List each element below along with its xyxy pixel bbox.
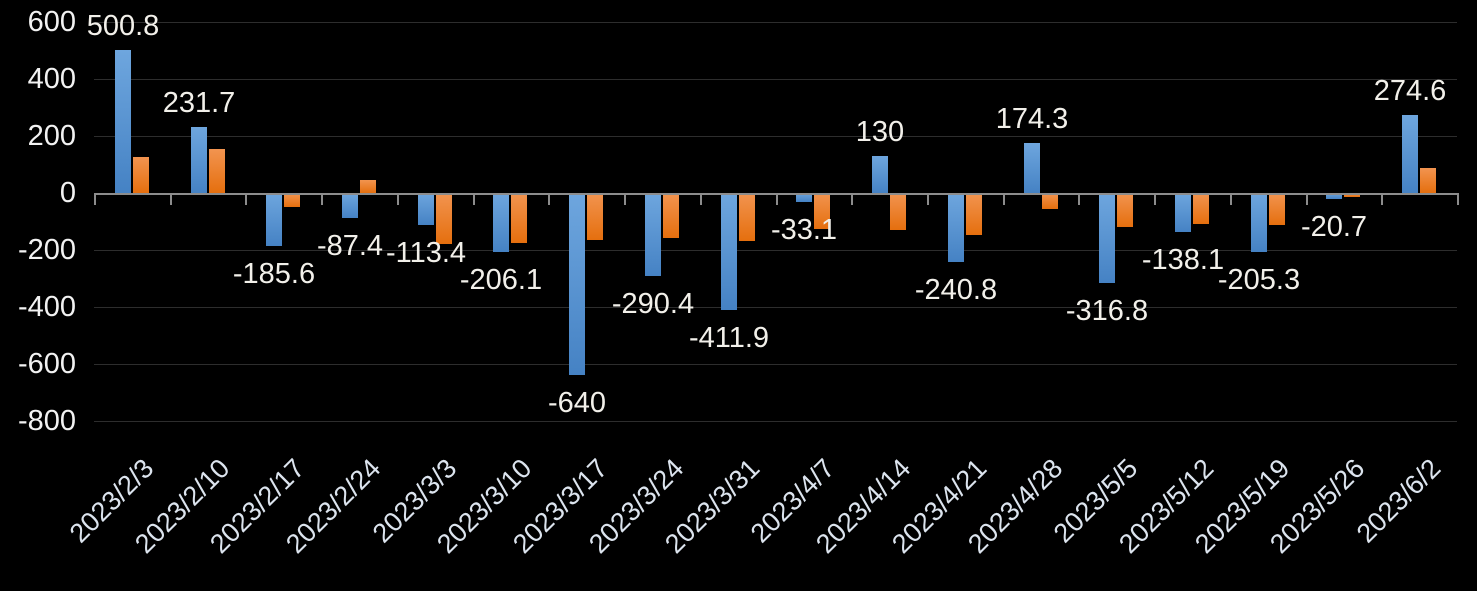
data-label-2023-5-26: -20.7 [1300,211,1368,243]
y-axis-label--400: -400 [17,291,76,323]
data-label-2023-3-24: -290.4 [611,288,695,320]
x-axis-tick-8 [700,193,702,205]
bar-orange-2023-3-31 [739,193,755,242]
x-axis-tick-18 [1457,193,1459,205]
y-axis-label--800: -800 [17,405,76,437]
data-label-2023-4-7: -33.1 [770,214,838,246]
gridline--800 [94,421,1457,422]
data-label-2023-5-5: -316.8 [1065,295,1149,327]
x-axis-tick-4 [397,193,399,205]
bar-blue-2023-4-7 [796,193,812,203]
bar-orange-2023-3-17 [587,193,603,240]
gridline-400 [94,79,1457,80]
x-axis-tick-6 [548,193,550,205]
bar-blue-2023-5-19 [1251,193,1267,252]
x-axis-tick-13 [1078,193,1080,205]
x-axis-tick-0 [94,193,96,205]
data-label-2023-2-24: -87.4 [316,230,384,262]
x-axis-tick-14 [1154,193,1156,205]
bar-orange-2023-2-24 [360,180,376,193]
gridline-600 [94,22,1457,23]
bar-orange-2023-4-14 [890,193,906,230]
data-label-2023-5-19: -205.3 [1217,264,1301,296]
bar-blue-2023-4-14 [872,155,888,193]
data-label-2023-6-2: 274.6 [1373,75,1447,107]
x-axis-tick-5 [473,193,475,205]
bar-blue-2023-3-10 [493,193,509,252]
y-axis-label--600: -600 [17,348,76,380]
x-axis-tick-11 [927,193,929,205]
x-axis-tick-17 [1381,193,1383,205]
bar-blue-2023-5-26 [1326,193,1342,199]
bar-blue-2023-2-24 [342,193,358,218]
bar-blue-2023-5-5 [1099,193,1115,284]
y-axis-label-200: 200 [27,120,76,152]
gridline-200 [94,136,1457,137]
y-axis-label--200: -200 [17,234,76,266]
bar-blue-2023-6-2 [1402,114,1418,193]
x-axis-tick-16 [1306,193,1308,205]
data-label-2023-3-17: -640 [547,387,607,419]
y-axis-label-600: 600 [27,6,76,38]
x-axis-tick-12 [1003,193,1005,205]
bar-blue-2023-4-28 [1024,143,1040,193]
bar-orange-2023-5-5 [1117,193,1133,227]
x-axis-tick-2 [245,193,247,205]
data-label-2023-4-21: -240.8 [914,274,998,306]
x-axis-tick-9 [776,193,778,205]
bar-blue-2023-3-24 [645,193,661,276]
bar-orange-2023-4-7 [814,193,830,229]
data-label-2023-3-31: -411.9 [688,322,770,354]
bar-blue-2023-2-10 [191,127,207,193]
bar-blue-2023-3-3 [418,193,434,226]
bar-orange-2023-4-21 [966,193,982,235]
bar-orange-2023-3-10 [511,193,527,244]
x-axis-tick-3 [321,193,323,205]
bar-blue-2023-5-12 [1175,193,1191,233]
bar-orange-2023-2-17 [284,193,300,208]
bar-blue-2023-2-17 [266,193,282,246]
data-label-2023-3-10: -206.1 [459,264,543,296]
bar-blue-2023-3-17 [569,193,585,376]
bar-blue-2023-3-31 [721,193,737,311]
bar-orange-2023-5-12 [1193,193,1209,224]
bar-orange-2023-2-10 [209,149,225,193]
x-axis-tick-1 [170,193,172,205]
bar-orange-2023-3-24 [663,193,679,238]
data-label-2023-3-3: -113.4 [385,237,467,269]
data-label-2023-4-28: 174.3 [995,103,1069,135]
bar-blue-2023-4-21 [948,193,964,262]
bar-blue-2023-2-3 [115,50,131,193]
data-label-2023-2-10: 231.7 [162,87,236,119]
data-label-2023-2-3: 500.8 [86,10,160,42]
data-label-2023-4-14: 130 [855,116,905,148]
bar-orange-2023-5-19 [1269,193,1285,225]
x-axis-label-2023-6-2: 2023/6/2 [1350,453,1447,549]
data-label-2023-5-12: -138.1 [1141,244,1225,276]
x-axis-tick-15 [1230,193,1232,205]
gridline--400 [94,307,1457,308]
x-axis-tick-10 [851,193,853,205]
bar-orange-2023-6-2 [1420,167,1436,193]
gridline--600 [94,364,1457,365]
x-axis-tick-7 [624,193,626,205]
y-axis-label-400: 400 [27,63,76,95]
bar-orange-2023-2-3 [133,156,149,193]
bar-orange-2023-5-26 [1344,193,1360,198]
bar-orange-2023-4-28 [1042,193,1058,209]
y-axis-label-0: 0 [59,177,76,209]
data-label-2023-2-17: -185.6 [232,258,316,290]
bar-orange-2023-3-3 [436,193,452,245]
gridline--200 [94,250,1457,251]
